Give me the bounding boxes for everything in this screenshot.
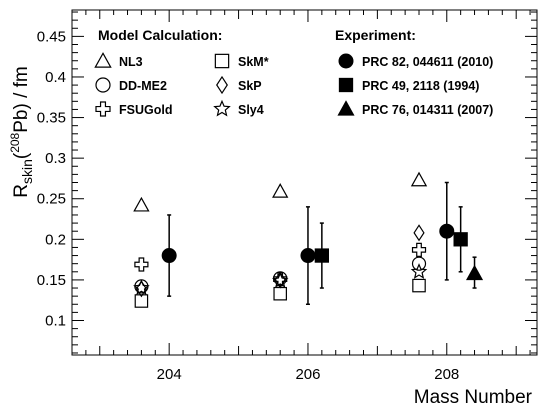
point-skp bbox=[413, 224, 425, 242]
legend-marker-prc-49-2118-1994 bbox=[338, 77, 354, 93]
legend-label-prc-49-2118-1994: PRC 49, 2118 (1994) bbox=[362, 79, 479, 93]
point-sly4 bbox=[133, 279, 150, 296]
y-axis-tick-labels: 0.1 0.15 0.2 0.25 0.3 0.35 0.4 0.45 bbox=[37, 28, 66, 329]
x-tick-label: 208 bbox=[434, 366, 459, 383]
point-skp bbox=[135, 280, 147, 298]
y-axis-title-iso: Pb bbox=[11, 110, 32, 133]
y-tick-label: 0.25 bbox=[37, 191, 66, 208]
y-tick-label: 0.35 bbox=[37, 110, 66, 127]
y-axis-title-rest: ) / fm bbox=[11, 66, 32, 109]
legend-marker-prc-82-044611-2010 bbox=[338, 53, 354, 69]
legend-label-nl3: NL3 bbox=[119, 55, 143, 69]
legend-experiment-title: Experiment: bbox=[335, 27, 416, 43]
point-sly4 bbox=[271, 272, 289, 288]
legend-marker-nl3 bbox=[94, 52, 112, 68]
point-nl3 bbox=[272, 183, 289, 198]
point-prc-82-044611-2010 bbox=[439, 223, 455, 239]
legend-label-prc-82-044611-2010: PRC 82, 044611 (2010) bbox=[362, 55, 493, 69]
legend-marker-skp bbox=[216, 75, 228, 95]
y-axis-title-main: R bbox=[11, 184, 32, 198]
point-fsugold bbox=[134, 257, 149, 272]
data-markers bbox=[133, 171, 484, 308]
point-prc-49-2118-1994 bbox=[453, 232, 468, 247]
point-prc-82-044611-2010 bbox=[300, 248, 316, 264]
x-axis-tick-labels: 204 206 208 bbox=[157, 366, 460, 383]
point-skm bbox=[273, 286, 287, 301]
legend-marker-dd-me2 bbox=[95, 77, 111, 93]
x-axis-title: Mass Number bbox=[414, 387, 533, 408]
y-axis-title: Rskin(208Pb) / fm bbox=[8, 66, 35, 198]
legend-model-title: Model Calculation: bbox=[98, 27, 222, 43]
legend-label-skp: SkP bbox=[238, 79, 262, 93]
y-tick-label: 0.3 bbox=[45, 150, 66, 167]
legend-label-prc-76-014311-2007: PRC 76, 014311 (2007) bbox=[362, 103, 493, 117]
y-tick-label: 0.15 bbox=[37, 272, 66, 289]
y-tick-label: 0.45 bbox=[37, 28, 66, 45]
error-bars bbox=[167, 181, 477, 306]
legend-label-fsugold: FSUGold bbox=[119, 103, 172, 117]
legend: NL3 SkM* DD-ME2 SkP FSUGold Sly4 PRC 82, 04461… bbox=[94, 52, 493, 117]
x-tick-label: 206 bbox=[295, 366, 320, 383]
x-axis-ticks bbox=[71, 10, 531, 355]
point-nl3 bbox=[410, 171, 428, 187]
point-fsugold bbox=[411, 242, 427, 257]
point-dd-me2 bbox=[411, 256, 427, 271]
y-tick-label: 0.4 bbox=[45, 69, 66, 86]
y-tick-label: 0.2 bbox=[45, 231, 66, 248]
point-sly4 bbox=[410, 263, 428, 279]
point-skm bbox=[412, 278, 426, 293]
legend-label-sly4: Sly4 bbox=[238, 103, 264, 117]
legend-marker-prc-76-014311-2007 bbox=[337, 100, 355, 116]
point-skm bbox=[134, 294, 149, 308]
legend-label-dd-me2: DD-ME2 bbox=[119, 79, 167, 93]
y-axis-title-sup: 208 bbox=[8, 132, 22, 152]
y-axis-title-sub: skin bbox=[19, 159, 35, 184]
point-prc-49-2118-1994 bbox=[314, 248, 330, 263]
y-axis-ticks bbox=[72, 11, 537, 354]
legend-marker-sly4 bbox=[213, 99, 231, 117]
y-tick-label: 0.1 bbox=[45, 313, 66, 330]
point-prc-82-044611-2010 bbox=[161, 248, 177, 264]
y-axis-title-paren: ( bbox=[11, 152, 32, 159]
point-prc-76-014311-2007 bbox=[465, 264, 484, 281]
legend-marker-fsugold bbox=[95, 101, 111, 117]
legend-label-skm: SkM* bbox=[238, 55, 269, 69]
legend-marker-skm bbox=[214, 53, 230, 69]
point-nl3 bbox=[133, 196, 150, 212]
x-tick-label: 204 bbox=[157, 366, 182, 383]
